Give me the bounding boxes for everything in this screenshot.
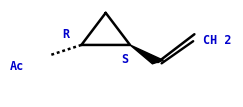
Text: R: R — [62, 28, 69, 41]
Text: CH 2: CH 2 — [203, 34, 231, 47]
Text: S: S — [122, 53, 129, 66]
Text: Ac: Ac — [10, 60, 24, 73]
Polygon shape — [130, 45, 164, 64]
